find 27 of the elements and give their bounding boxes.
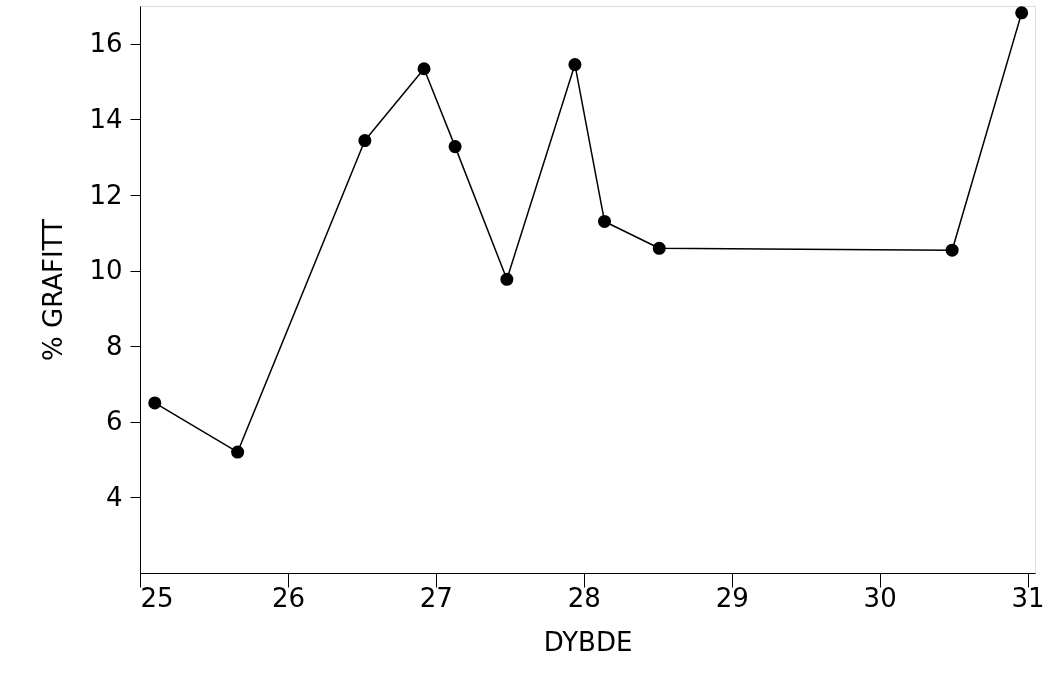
x-tick-label: 30 <box>863 582 897 613</box>
y-axis-title: % GRAFITT <box>38 218 69 361</box>
x-tick-label: 29 <box>715 582 749 613</box>
point <box>231 445 245 459</box>
point <box>945 243 959 257</box>
y-tick-label: 8 <box>105 330 123 361</box>
x-tick-label: 25 <box>140 582 174 613</box>
y-tick-label: 12 <box>89 179 123 210</box>
point <box>448 140 462 154</box>
point <box>568 58 582 72</box>
point <box>1015 6 1029 20</box>
x-tick-label: 26 <box>271 582 305 613</box>
point <box>597 214 612 228</box>
x-tick-label: 28 <box>567 582 601 613</box>
point <box>652 241 666 255</box>
y-tick-label: 16 <box>89 28 123 59</box>
point <box>500 272 514 286</box>
x-tick-label: 31 <box>1011 582 1045 613</box>
y-tick-label: 4 <box>105 481 123 512</box>
point <box>358 134 372 148</box>
y-tick-label: 6 <box>105 406 123 437</box>
point <box>148 396 162 410</box>
point <box>417 62 431 76</box>
x-tick-label: 27 <box>419 582 453 613</box>
y-tick-label: 10 <box>89 255 123 286</box>
y-tick-label: 14 <box>89 103 123 134</box>
x-axis-title: DYBDE <box>543 626 633 657</box>
